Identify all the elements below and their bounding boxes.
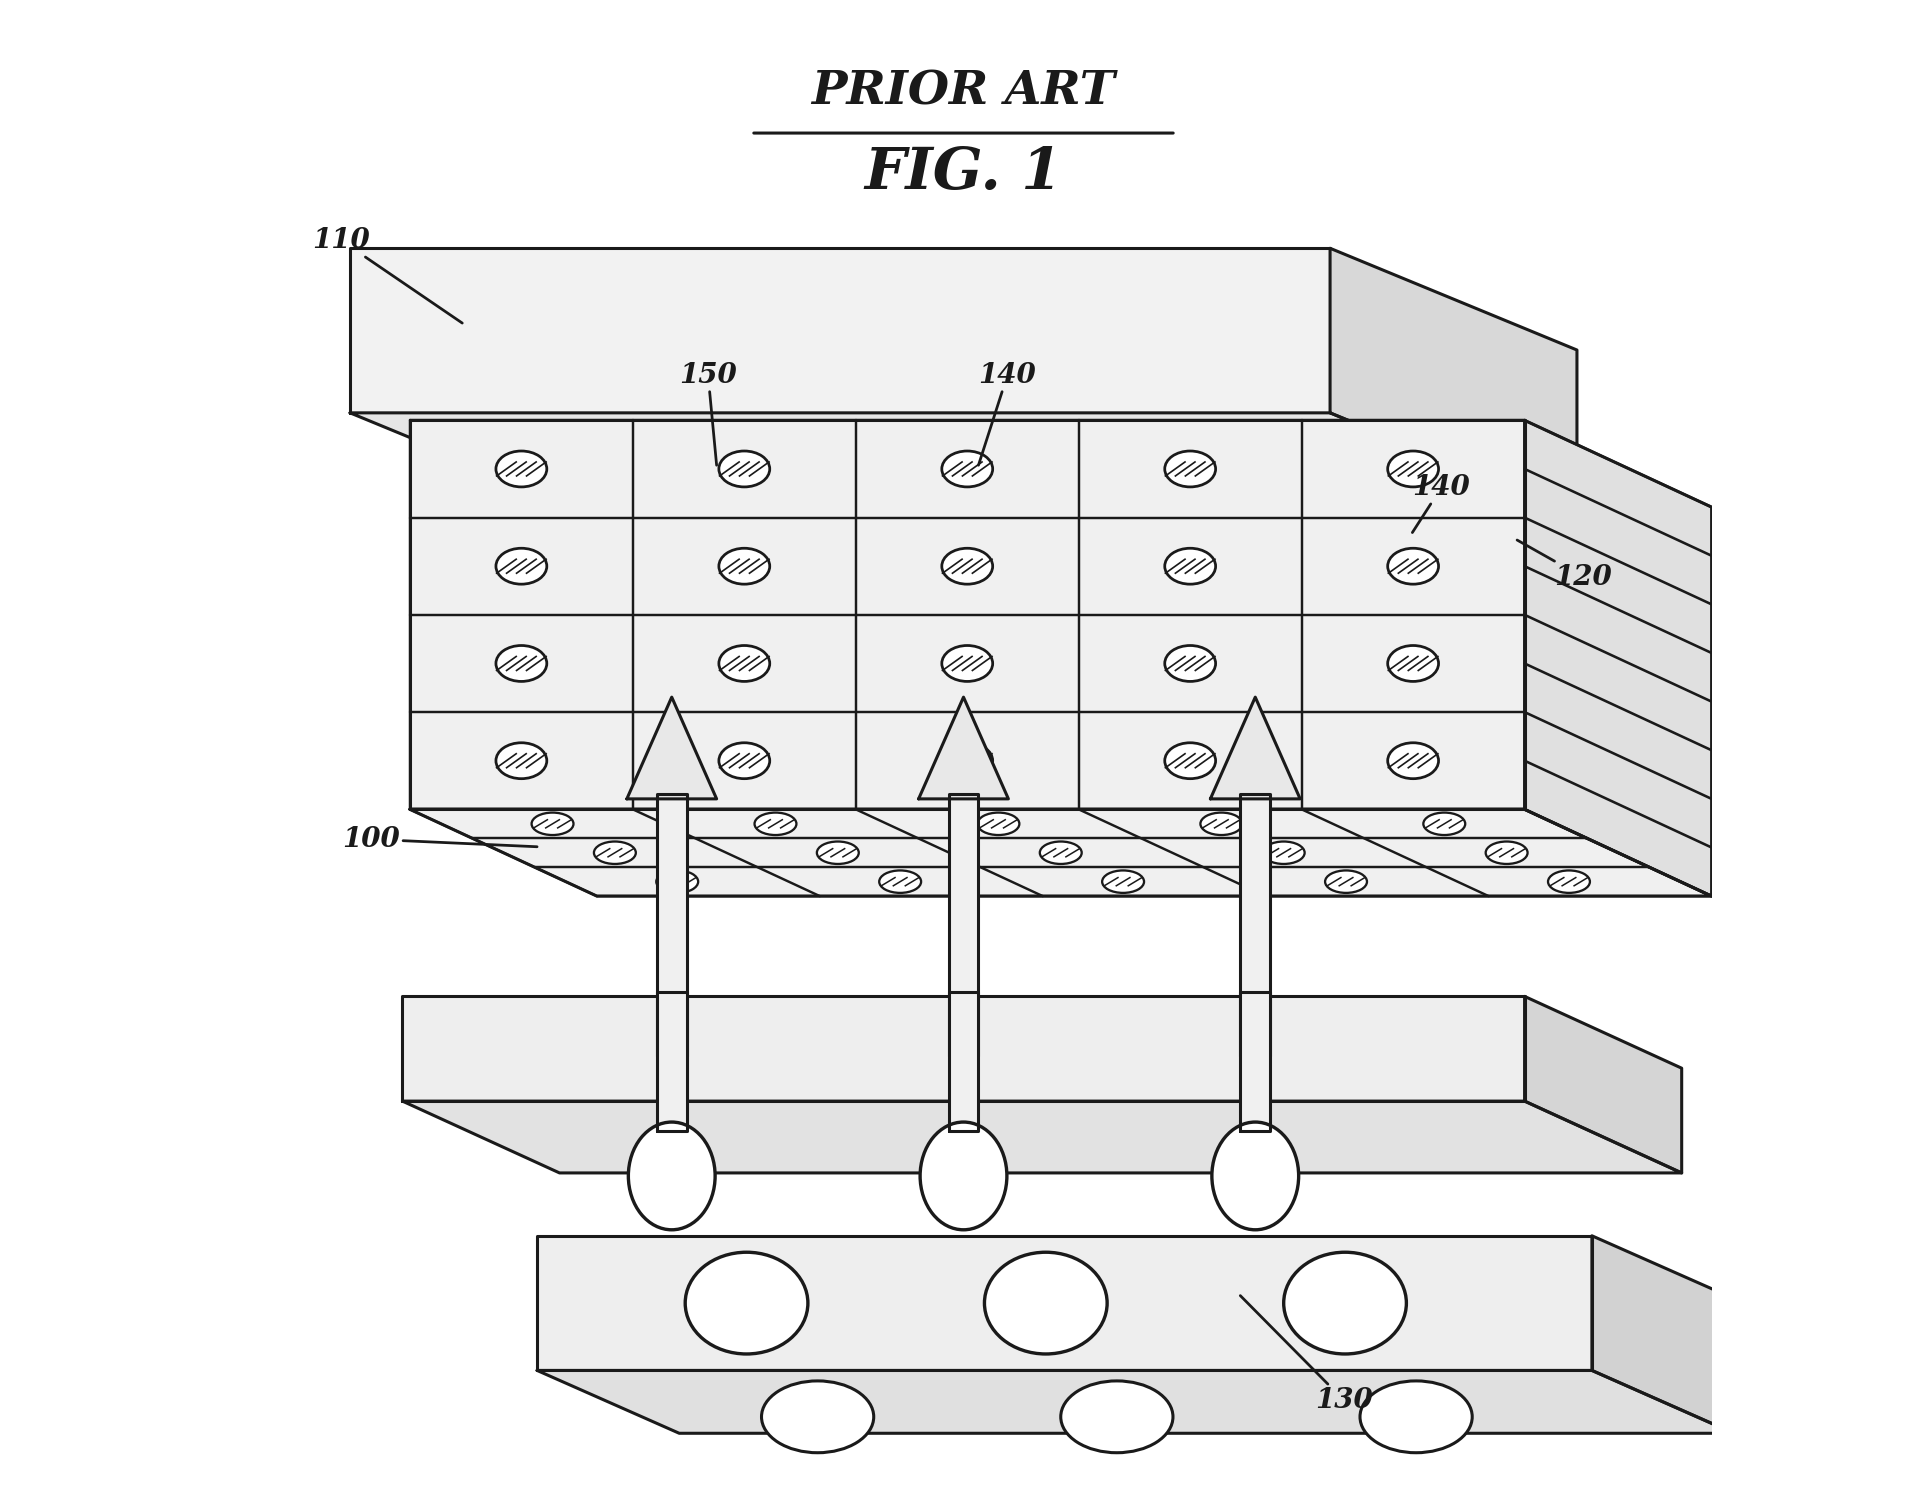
Ellipse shape (1262, 841, 1305, 863)
Ellipse shape (719, 451, 769, 487)
Ellipse shape (1201, 812, 1243, 835)
Polygon shape (1524, 997, 1682, 1172)
Ellipse shape (1486, 841, 1528, 863)
Ellipse shape (1060, 1381, 1174, 1453)
Polygon shape (1592, 1235, 1734, 1433)
Polygon shape (410, 420, 1524, 809)
Polygon shape (1241, 992, 1270, 1132)
Ellipse shape (1326, 871, 1366, 893)
Ellipse shape (1387, 549, 1439, 585)
Polygon shape (948, 992, 979, 1132)
Ellipse shape (594, 841, 636, 863)
Polygon shape (626, 697, 717, 799)
Polygon shape (919, 697, 1008, 799)
Polygon shape (403, 1102, 1682, 1172)
Ellipse shape (495, 549, 547, 585)
Polygon shape (538, 1370, 1734, 1433)
Polygon shape (1241, 794, 1270, 1057)
Ellipse shape (817, 841, 859, 863)
Text: 100: 100 (343, 826, 538, 853)
Ellipse shape (942, 744, 992, 778)
Ellipse shape (1424, 812, 1465, 835)
Polygon shape (351, 249, 1330, 412)
Ellipse shape (1164, 646, 1216, 682)
Ellipse shape (919, 1123, 1008, 1229)
Polygon shape (403, 997, 1524, 1102)
Text: FIG. 1: FIG. 1 (865, 145, 1062, 202)
Text: 150: 150 (678, 361, 736, 465)
Ellipse shape (532, 812, 574, 835)
Ellipse shape (1164, 451, 1216, 487)
Ellipse shape (719, 744, 769, 778)
Polygon shape (657, 992, 686, 1132)
Polygon shape (1330, 249, 1576, 514)
Ellipse shape (628, 1123, 715, 1229)
Ellipse shape (1212, 1123, 1299, 1229)
Ellipse shape (1164, 549, 1216, 585)
Ellipse shape (1041, 841, 1081, 863)
Polygon shape (410, 809, 1711, 896)
Ellipse shape (985, 1252, 1108, 1354)
Ellipse shape (942, 451, 992, 487)
Ellipse shape (1102, 871, 1145, 893)
Ellipse shape (1387, 646, 1439, 682)
Ellipse shape (686, 1252, 807, 1354)
Polygon shape (538, 1235, 1592, 1370)
Ellipse shape (495, 451, 547, 487)
Polygon shape (1210, 697, 1301, 799)
Ellipse shape (495, 744, 547, 778)
Text: 140: 140 (1412, 474, 1470, 532)
Ellipse shape (1387, 744, 1439, 778)
Polygon shape (351, 412, 1576, 514)
Ellipse shape (977, 812, 1019, 835)
Text: PRIOR ART: PRIOR ART (811, 67, 1116, 114)
Ellipse shape (719, 549, 769, 585)
Ellipse shape (761, 1381, 873, 1453)
Text: 110: 110 (312, 228, 462, 324)
Ellipse shape (719, 646, 769, 682)
Polygon shape (1524, 420, 1711, 896)
Ellipse shape (755, 812, 796, 835)
Text: 120: 120 (1517, 540, 1613, 591)
Ellipse shape (1387, 451, 1439, 487)
Ellipse shape (1283, 1252, 1407, 1354)
Ellipse shape (657, 871, 698, 893)
Text: 140: 140 (979, 361, 1037, 465)
Ellipse shape (942, 646, 992, 682)
Ellipse shape (1547, 871, 1590, 893)
Ellipse shape (495, 646, 547, 682)
Ellipse shape (942, 549, 992, 585)
Ellipse shape (1360, 1381, 1472, 1453)
Ellipse shape (879, 871, 921, 893)
Ellipse shape (1164, 744, 1216, 778)
Polygon shape (657, 794, 686, 1057)
Text: 130: 130 (1241, 1295, 1372, 1414)
Polygon shape (948, 794, 979, 1057)
